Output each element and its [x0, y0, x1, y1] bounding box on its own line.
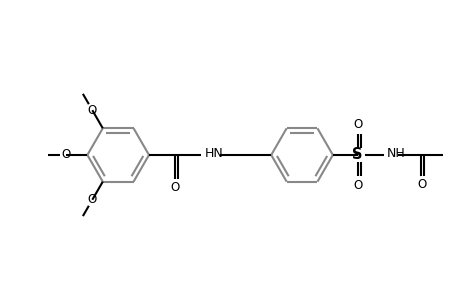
Text: O: O	[170, 181, 179, 194]
Text: NH: NH	[386, 148, 405, 160]
Text: S: S	[352, 148, 362, 163]
Text: HN: HN	[204, 148, 223, 160]
Text: O: O	[353, 179, 362, 192]
Text: O: O	[88, 193, 97, 206]
Text: O: O	[88, 104, 97, 117]
Text: O: O	[417, 178, 426, 191]
Text: O: O	[62, 148, 71, 161]
Text: O: O	[353, 118, 362, 130]
